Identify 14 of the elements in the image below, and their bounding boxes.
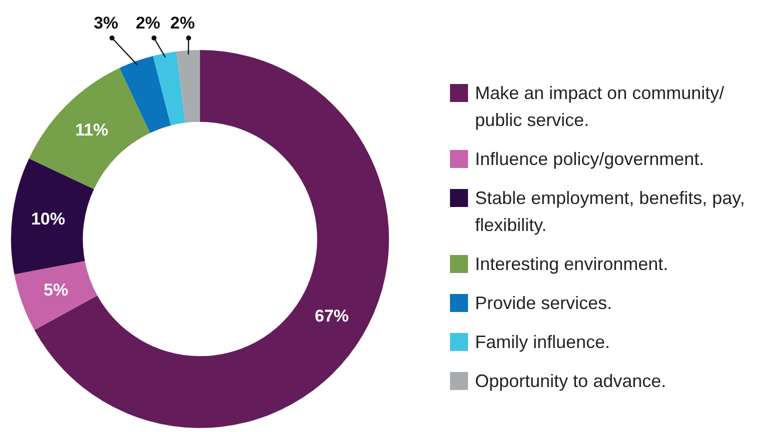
legend-label: Provide services. (475, 292, 612, 315)
data-label: 3% (94, 14, 118, 33)
data-label: 2% (136, 14, 160, 33)
data-label: 67% (314, 306, 349, 326)
legend-label: Influence policy/government. (475, 148, 704, 171)
data-label: 2% (170, 14, 195, 33)
legend-label: Stable employment, benefits, pay, flexibility. (475, 187, 746, 237)
data-label: 5% (44, 280, 68, 300)
legend-label: Make an impact on community/ public service. (475, 82, 726, 132)
data-label: 10% (31, 210, 66, 228)
legend-label: Interesting environment. (475, 253, 668, 276)
legend-label: Opportunity to advance. (475, 370, 666, 393)
legend-label: Family influence. (475, 331, 610, 354)
data-label: 11% (75, 120, 108, 140)
